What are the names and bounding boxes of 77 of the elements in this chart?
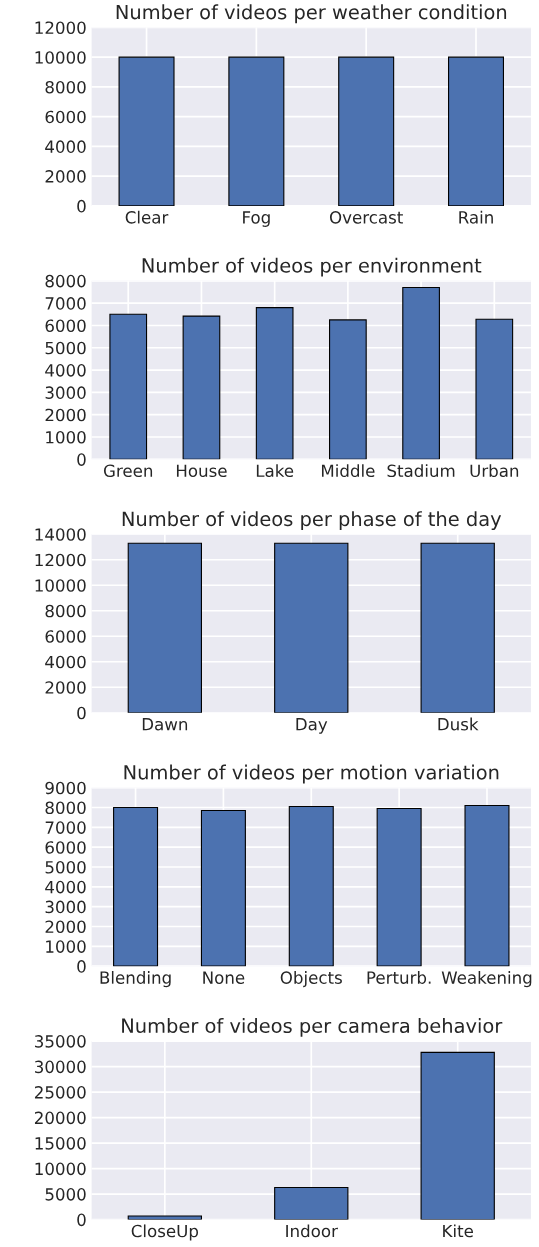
y-tick-label: 4000 bbox=[45, 880, 86, 894]
x-tick-label: Blending bbox=[100, 971, 171, 988]
x-tick-label: Dawn bbox=[142, 718, 188, 731]
y-tick-label: 15000 bbox=[35, 1137, 86, 1150]
y-tick-label: 6000 bbox=[45, 319, 86, 333]
y-tick-label: 4000 bbox=[45, 140, 86, 153]
y-tick-label: 12000 bbox=[35, 553, 86, 567]
x-tick-label: CloseUp bbox=[131, 1224, 199, 1241]
x-tick-label: Stadium bbox=[387, 464, 455, 478]
bar bbox=[255, 307, 294, 460]
y-tick-label: 2000 bbox=[45, 920, 86, 934]
x-tick-label: None bbox=[203, 971, 245, 984]
bar bbox=[329, 319, 367, 460]
y-tick-label: 10000 bbox=[35, 1162, 86, 1176]
bar bbox=[274, 1186, 349, 1220]
y-tick-label: 1000 bbox=[46, 940, 86, 953]
x-tick-label: Objects bbox=[280, 971, 342, 988]
x-tick-label: Perturb. bbox=[367, 971, 431, 984]
y-tick-label: 1000 bbox=[46, 430, 86, 444]
y-tick-label: 0 bbox=[77, 960, 86, 973]
x-tick-label: Middle bbox=[321, 464, 375, 478]
y-tick-label: 0 bbox=[77, 706, 86, 720]
bar bbox=[109, 313, 148, 460]
x-tick-label: Urban bbox=[470, 464, 519, 478]
y-tick-label: 9000 bbox=[45, 781, 86, 795]
y-tick-label: 8000 bbox=[45, 80, 86, 94]
chart-title: Number of videos per phase of the day bbox=[122, 511, 502, 530]
y-tick-label: 6000 bbox=[45, 841, 86, 854]
x-tick-label: Clear bbox=[125, 210, 169, 224]
y-tick-label: 12000 bbox=[35, 21, 86, 34]
y-tick-label: 4000 bbox=[45, 364, 86, 377]
y-tick-label: 25000 bbox=[34, 1086, 86, 1099]
y-tick-label: 2000 bbox=[45, 681, 86, 694]
x-tick-label: Weakening bbox=[441, 971, 532, 988]
chart-title: Number of videos per environment bbox=[142, 257, 482, 277]
x-tick-label: Kite bbox=[443, 1224, 473, 1238]
x-tick-label: Dusk bbox=[438, 717, 479, 731]
y-tick-label: 5000 bbox=[45, 860, 86, 874]
y-tick-label: 0 bbox=[77, 453, 86, 466]
y-tick-label: 14000 bbox=[35, 528, 86, 541]
y-tick-label: 3000 bbox=[45, 900, 86, 914]
y-tick-label: 8000 bbox=[45, 274, 86, 288]
y-tick-label: 35000 bbox=[35, 1035, 86, 1048]
bar bbox=[420, 1051, 495, 1220]
y-tick-label: 10000 bbox=[35, 51, 86, 64]
x-tick-label: Green bbox=[103, 464, 153, 478]
x-tick-label: Lake bbox=[256, 464, 294, 478]
y-tick-label: 3000 bbox=[45, 386, 86, 399]
bar bbox=[475, 318, 514, 460]
chart-title: Number of videos per motion variation bbox=[124, 764, 499, 784]
chart-title: Number of videos per weather condition bbox=[116, 4, 507, 24]
x-tick-label: Fog bbox=[243, 211, 270, 227]
bar bbox=[127, 1215, 203, 1220]
y-tick-label: 20000 bbox=[34, 1111, 86, 1125]
y-tick-label: 2000 bbox=[45, 408, 86, 422]
y-tick-label: 6000 bbox=[45, 630, 86, 643]
bar bbox=[402, 286, 440, 460]
x-tick-label: Rain bbox=[459, 210, 493, 224]
y-tick-label: 30000 bbox=[35, 1060, 86, 1074]
x-tick-label: House bbox=[176, 464, 227, 478]
y-tick-label: 2000 bbox=[45, 170, 86, 183]
y-tick-label: 6000 bbox=[45, 110, 86, 124]
y-tick-label: 8000 bbox=[45, 801, 86, 815]
y-tick-label: 10000 bbox=[35, 579, 86, 592]
bar bbox=[182, 315, 221, 460]
y-tick-label: 0 bbox=[77, 199, 86, 213]
y-tick-label: 8000 bbox=[45, 604, 86, 618]
x-tick-label: Overcast bbox=[329, 211, 403, 224]
x-tick-label: Day bbox=[296, 718, 328, 734]
y-tick-label: 5000 bbox=[45, 341, 86, 355]
y-tick-label: 4000 bbox=[45, 655, 86, 669]
y-tick-label: 7000 bbox=[45, 297, 86, 310]
y-tick-label: 7000 bbox=[45, 821, 86, 834]
x-tick-label: Indoor bbox=[286, 1224, 338, 1238]
y-tick-label: 0 bbox=[77, 1213, 86, 1227]
chart-title: Number of videos per camera behavior bbox=[122, 1017, 503, 1037]
y-tick-label: 5000 bbox=[45, 1188, 86, 1201]
